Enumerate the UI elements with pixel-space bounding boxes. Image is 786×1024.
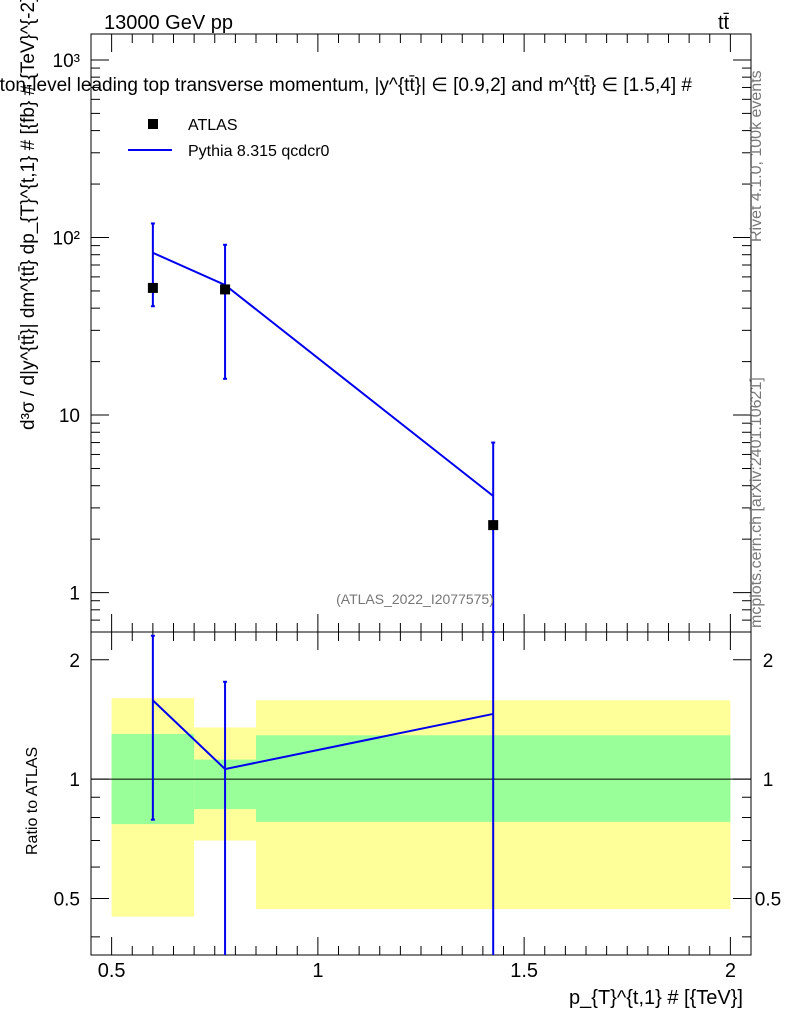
mcplots-label: mcplots.cern.ch [arXiv:2401.10621] (748, 377, 765, 628)
plot-title: Parton-level leading top transverse mome… (0, 75, 692, 96)
ratio-y-tick-label-left: 2 (69, 651, 80, 672)
main-y-tick-label: 1 (69, 584, 80, 605)
main-y-tick-label: 10² (53, 229, 80, 250)
x-axis-title: p_{T}^{t,1} # [{TeV}] (569, 987, 743, 1009)
ratio-y-axis-title: Ratio to ATLAS (24, 747, 41, 855)
legend-atlas-label: ATLAS (188, 117, 238, 134)
analysis-watermark: (ATLAS_2022_I2077575) (336, 591, 494, 607)
ratio-y-tick-label-right: 1 (763, 770, 774, 791)
legend-pythia-label: Pythia 8.315 qcdcr0 (188, 143, 330, 160)
x-tick-label: 1 (312, 960, 323, 982)
ratio-y-tick-label-right: 2 (763, 651, 774, 672)
x-tick-label: 1.5 (510, 960, 538, 982)
legend-atlas-marker (148, 119, 158, 129)
main-y-tick-label: 10 (59, 406, 80, 427)
main-y-axis-title: d³σ / d|y^{tt̄}| dm^{tt̄} dp_{T}^{t,1} #… (18, 0, 39, 430)
process-label: tt̄ (718, 12, 730, 34)
ratio-y-tick-label-right: 0.5 (755, 889, 781, 910)
ratio-y-tick-label-left: 0.5 (54, 889, 80, 910)
energy-label: 13000 GeV pp (104, 12, 233, 34)
x-tick-label: 0.5 (98, 960, 126, 982)
atlas-data-point (488, 520, 499, 531)
pythia-line (152, 251, 494, 497)
atlas-data-point (147, 282, 158, 293)
atlas-data-point (220, 284, 231, 295)
rivet-version-label: Rivet 4.1.0, 100k events (748, 70, 765, 242)
x-tick-label: 2 (725, 960, 736, 982)
ratio-y-tick-label-left: 1 (69, 770, 80, 791)
main-y-tick-label: 10³ (53, 51, 80, 72)
